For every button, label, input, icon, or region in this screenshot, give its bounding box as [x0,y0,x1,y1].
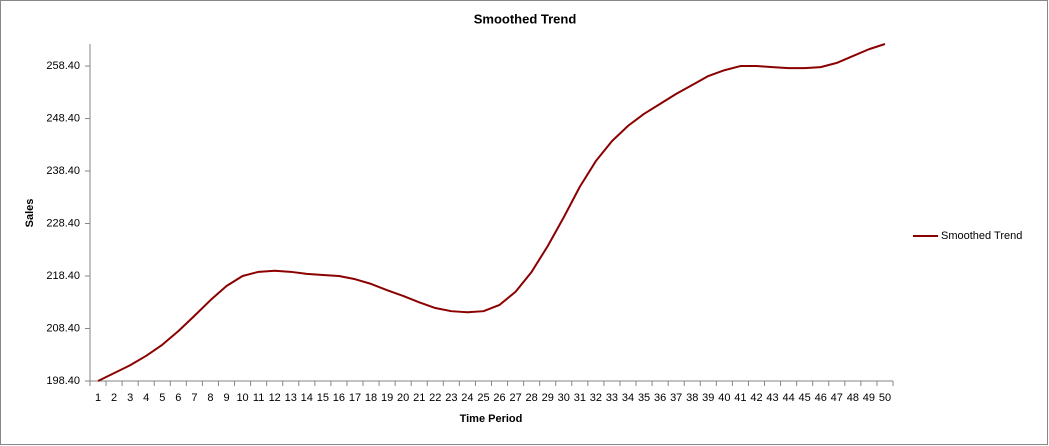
x-tick-label: 41 [734,392,746,404]
x-tick-label: 23 [445,392,457,404]
x-tick-label: 49 [863,392,875,404]
x-tick-label: 24 [461,392,473,404]
x-tick-label: 43 [766,392,778,404]
x-tick-label: 50 [879,392,891,404]
x-tick-label: 16 [333,392,345,404]
x-tick-label: 34 [622,392,634,404]
y-tick-label: 208.40 [46,322,80,334]
x-tick-label: 3 [127,392,133,404]
y-tick-label: 248.40 [46,112,80,124]
x-tick-label: 48 [847,392,859,404]
x-tick-label: 30 [558,392,570,404]
x-tick-label: 33 [606,392,618,404]
x-tick-label: 14 [301,392,313,404]
x-tick-label: 42 [750,392,762,404]
y-tick-label: 258.40 [46,60,80,72]
x-tick-label: 36 [654,392,666,404]
x-tick-label: 40 [718,392,730,404]
y-tick-label: 238.40 [46,165,80,177]
x-tick-label: 39 [702,392,714,404]
x-tick-label: 28 [526,392,538,404]
legend-label: Smoothed Trend [941,230,1022,242]
x-tick-label: 17 [349,392,361,404]
x-tick-label: 27 [509,392,521,404]
x-tick-label: 47 [831,392,843,404]
x-tick-label: 29 [542,392,554,404]
x-tick-label: 4 [143,392,149,404]
chart-title: Smoothed Trend [474,11,577,26]
x-tick-label: 45 [799,392,811,404]
x-tick-label: 35 [638,392,650,404]
x-tick-label: 31 [574,392,586,404]
x-tick-label: 38 [686,392,698,404]
x-tick-label: 10 [236,392,248,404]
x-axis-title: Time Period [460,413,523,425]
x-tick-label: 46 [815,392,827,404]
x-tick-label: 12 [269,392,281,404]
x-tick-label: 19 [381,392,393,404]
x-tick-label: 21 [413,392,425,404]
y-tick-label: 228.40 [46,217,80,229]
x-tick-label: 20 [397,392,409,404]
x-tick-label: 18 [365,392,377,404]
x-tick-label: 11 [253,392,264,404]
x-tick-label: 22 [429,392,441,404]
x-tick-label: 5 [159,392,165,404]
x-tick-label: 32 [590,392,602,404]
line [97,43,886,382]
y-tick-label: 218.40 [46,270,80,282]
x-tick-label: 9 [223,392,229,404]
x-tick-label: 1 [95,392,101,404]
x-tick-label: 13 [285,392,297,404]
x-tick-label: 37 [670,392,682,404]
x-tick-label: 44 [782,392,794,404]
x-tick-label: 26 [493,392,505,404]
x-tick-label: 15 [317,392,329,404]
x-tick-label: 7 [191,392,197,404]
x-tick-label: 6 [175,392,181,404]
x-tick-label: 8 [207,392,213,404]
y-tick-label: 198.40 [46,375,80,387]
x-tick-label: 2 [111,392,117,404]
x-tick-label: 25 [477,392,489,404]
y-axis-title: Sales [24,199,36,228]
